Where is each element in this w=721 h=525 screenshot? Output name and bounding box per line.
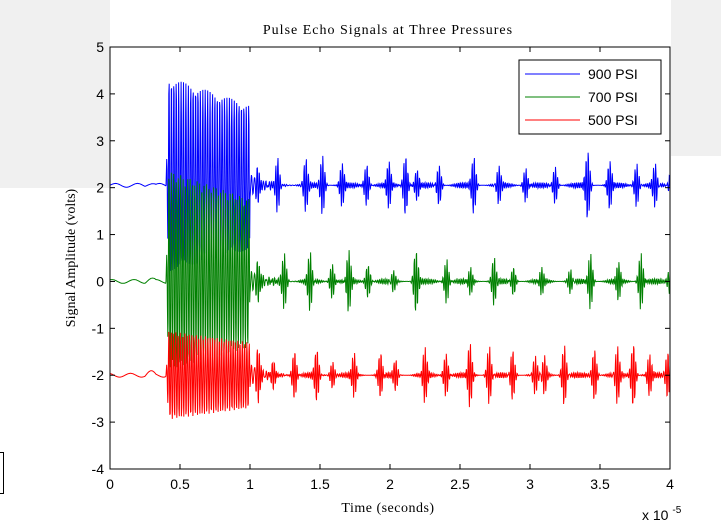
legend-label: 700 PSI [588, 89, 638, 105]
y-tick-label: 2 [96, 180, 104, 196]
y-tick-label: -4 [92, 461, 105, 477]
x-tick-label: 2.5 [450, 476, 470, 492]
x-tick-label: 3 [526, 476, 534, 492]
y-tick-label: 5 [96, 39, 104, 55]
y-tick-label: -1 [92, 320, 105, 336]
x-tick-label: 0.5 [170, 476, 190, 492]
chart-title: Pulse Echo Signals at Three Pressures [263, 23, 513, 38]
y-tick-label: 0 [96, 273, 104, 289]
y-tick-label: 3 [96, 133, 104, 149]
series-layer [109, 81, 671, 419]
x-tick-label: 1.5 [310, 476, 330, 492]
series-line [109, 172, 671, 368]
window-edge-mark [0, 452, 4, 494]
x-axis-multiplier: x 10 -5 [642, 505, 682, 523]
x-tick-label: 1 [246, 476, 254, 492]
x-axis-label: Time (seconds) [341, 501, 434, 516]
x-tick-label: 3.5 [590, 476, 610, 492]
y-axis-label: Signal Amplitude (volts) [64, 188, 79, 327]
legend-label: 900 PSI [588, 66, 638, 82]
x-tick-label: 4 [666, 476, 674, 492]
background-panel-right [671, 0, 721, 156]
y-tick-label: 4 [96, 86, 104, 102]
series-line [109, 331, 671, 419]
x-axis-multiplier-base: x 10 [642, 507, 669, 523]
legend-label: 500 PSI [588, 112, 638, 128]
axis-ticks: 0 0.5 1 1.5 2 2.5 3 3.5 4 -4 -3 -2 -1 0 1 2 3 4 5 [92, 39, 675, 492]
y-tick-label: -3 [92, 414, 105, 430]
series-line [109, 81, 671, 271]
x-tick-label: 0 [106, 476, 114, 492]
x-tick-label: 2 [386, 476, 394, 492]
x-axis-multiplier-exponent: -5 [672, 505, 681, 516]
y-tick-label: 1 [96, 227, 104, 243]
y-tick-label: -2 [92, 367, 105, 383]
legend: 900 PSI 700 PSI 500 PSI [518, 59, 662, 135]
background-panel [0, 0, 110, 188]
